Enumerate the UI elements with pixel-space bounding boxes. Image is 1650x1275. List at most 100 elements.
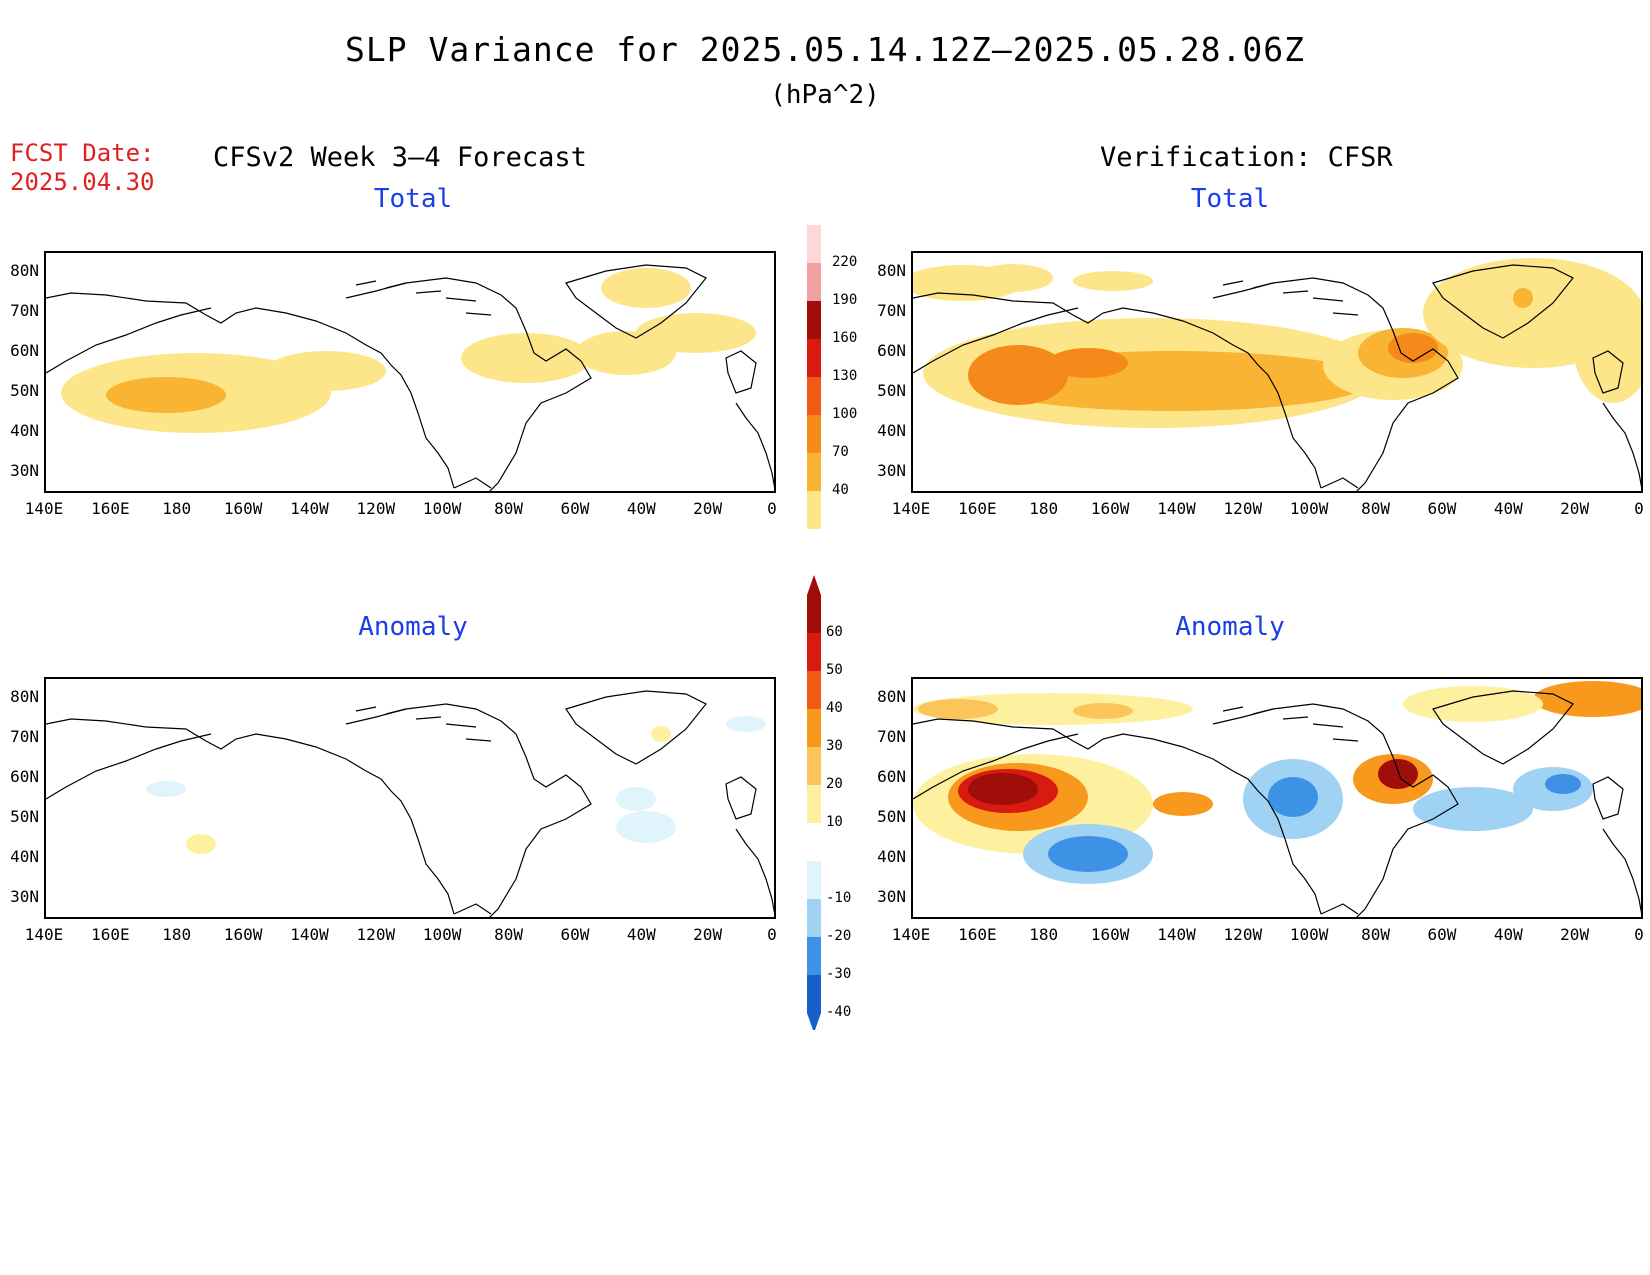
lon-label: 120W <box>356 925 396 944</box>
lon-label: 20W <box>1560 499 1590 518</box>
lat-label: 60N <box>877 767 906 786</box>
lon-label: 60W <box>1427 499 1457 518</box>
coastline <box>725 350 757 394</box>
lon-label: 20W <box>1560 925 1590 944</box>
lat-label: 30N <box>877 461 906 480</box>
panel-title-forecast-anomaly: Anomaly <box>358 612 468 642</box>
forecast-heading: CFSv2 Week 3—4 Forecast <box>213 142 587 173</box>
coastline <box>46 733 212 800</box>
map-verification-anomaly <box>911 677 1643 919</box>
coastline <box>345 277 592 491</box>
colorbar-label-total: 40 <box>832 482 849 498</box>
colorbar-swatch <box>807 899 821 937</box>
colorbar-swatch <box>807 747 821 785</box>
coastline <box>1320 903 1359 915</box>
contour-fill <box>1153 792 1213 816</box>
coastline <box>355 280 492 316</box>
lat-label: 80N <box>877 687 906 706</box>
lon-label: 140E <box>891 499 931 518</box>
lon-label: 180 <box>162 925 192 944</box>
panel-title-forecast-total: Total <box>373 184 453 214</box>
colorbar-label-anomaly: 50 <box>826 662 843 678</box>
colorbar-swatch <box>807 377 821 415</box>
lon-label: 100W <box>1289 499 1329 518</box>
lon-label: 60W <box>560 499 590 518</box>
lon-label: 0 <box>767 499 777 518</box>
lon-label: 180 <box>1029 925 1059 944</box>
contour-fill <box>1533 681 1641 717</box>
colorbar-label-anomaly: -40 <box>826 1004 852 1020</box>
coastline <box>913 307 1079 374</box>
lat-label: 40N <box>877 421 906 440</box>
coastline <box>1432 690 1574 765</box>
colorbar-swatch <box>807 785 821 823</box>
lat-label: 60N <box>877 341 906 360</box>
lon-label: 160E <box>91 499 130 518</box>
coastline <box>46 718 455 915</box>
contour-fill <box>651 726 671 742</box>
colorbar-swatch <box>807 453 821 491</box>
coastline <box>565 264 707 339</box>
panel-title-verification-anomaly: Anomaly <box>1175 612 1285 642</box>
colorbar-label-anomaly: -20 <box>826 928 852 944</box>
contour-fill <box>1545 774 1581 794</box>
fcst-date-label: FCST Date: <box>10 139 155 167</box>
colorbar-label-anomaly: 10 <box>826 814 843 830</box>
colorbar-swatch <box>807 491 821 529</box>
colorbar-bottom-arrow <box>807 1013 821 1030</box>
colorbar-label-anomaly: -30 <box>826 966 852 982</box>
lat-label: 80N <box>10 261 39 280</box>
coastline <box>46 292 455 489</box>
coastline <box>1212 277 1459 491</box>
lat-label: 80N <box>877 261 906 280</box>
lon-label: 160W <box>223 925 263 944</box>
contour-fill <box>576 331 676 375</box>
contour-fill <box>186 834 216 854</box>
colorbar-label-total: 220 <box>832 254 858 270</box>
lon-label: 160E <box>958 499 997 518</box>
contour-fill <box>973 264 1053 292</box>
lon-label: 180 <box>1029 499 1059 518</box>
colorbar-swatch <box>807 633 821 671</box>
colorbar-swatch <box>807 595 821 633</box>
map-forecast-total <box>44 251 776 493</box>
contour-fill <box>266 351 386 391</box>
contour-fill <box>1403 686 1543 722</box>
lat-label: 70N <box>10 727 39 746</box>
lat-label: 50N <box>877 381 906 400</box>
map-verification-total <box>911 251 1643 493</box>
lon-label: 120W <box>1223 925 1263 944</box>
contour-fill <box>461 333 591 383</box>
lat-label: 80N <box>10 687 39 706</box>
coastline <box>1602 402 1641 488</box>
coastline <box>1222 280 1359 316</box>
lon-label: 40W <box>626 925 656 944</box>
colorbar-label-anomaly: 60 <box>826 624 843 640</box>
map-forecast-anomaly <box>44 677 776 919</box>
lat-label: 60N <box>10 341 39 360</box>
colorbar-swatch <box>807 671 821 709</box>
colorbar-swatch <box>807 861 821 899</box>
lat-label: 60N <box>10 767 39 786</box>
colorbar-label-anomaly: 40 <box>826 700 843 716</box>
lon-label: 0 <box>1634 499 1644 518</box>
coastline <box>1320 477 1359 489</box>
contour-fill <box>1513 288 1533 308</box>
lat-label: 70N <box>10 301 39 320</box>
lon-label: 180 <box>162 499 192 518</box>
contour-fill <box>726 716 766 732</box>
lat-label: 50N <box>10 381 39 400</box>
coastline <box>1222 706 1359 742</box>
lat-label: 50N <box>877 807 906 826</box>
coastline <box>453 477 492 489</box>
coastline <box>46 307 212 374</box>
contour-fill <box>1073 271 1153 291</box>
lon-label: 40W <box>1493 925 1523 944</box>
lon-label: 40W <box>626 499 656 518</box>
lon-label: 160W <box>1090 499 1130 518</box>
lat-label: 50N <box>10 807 39 826</box>
lon-label: 140W <box>290 499 329 518</box>
lon-label: 140W <box>290 925 329 944</box>
contour-fill <box>1268 777 1318 817</box>
lat-label: 40N <box>10 421 39 440</box>
